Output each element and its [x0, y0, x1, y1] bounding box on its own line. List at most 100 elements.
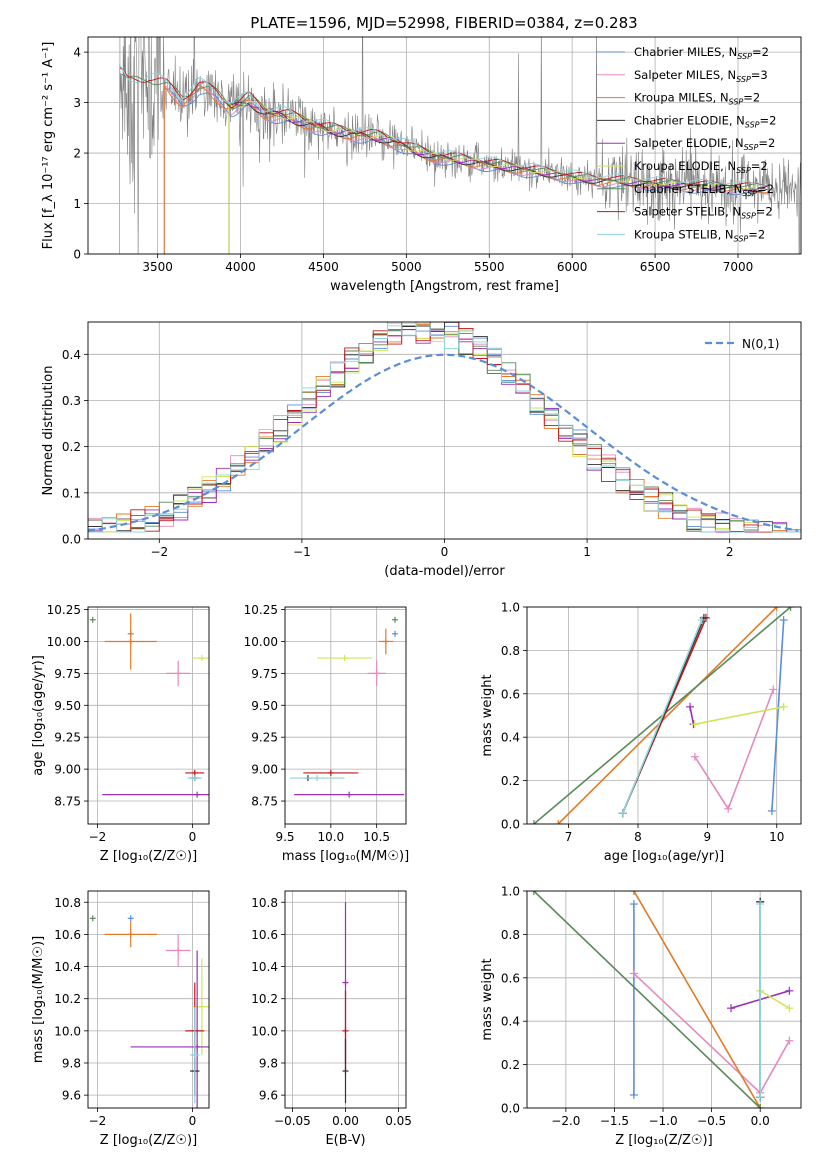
- weight-line-1: [690, 685, 778, 813]
- legend-entry-0: Chabrier MILES, NSSP=2: [634, 45, 769, 61]
- x-tick-label: 0.00: [332, 1114, 359, 1128]
- errorbar-point-4: [317, 655, 373, 662]
- y-tick-label: 0.8: [501, 928, 520, 942]
- axes-frame: [526, 606, 802, 825]
- line: [759, 990, 790, 1009]
- plot-area: [88, 322, 801, 539]
- errorbar-point-3: [367, 660, 386, 687]
- y-tick-label: 1.0: [501, 885, 520, 899]
- errorbar-point-2: [89, 616, 96, 623]
- axes-frame: [87, 890, 210, 1109]
- axes-frame: [87, 606, 210, 825]
- y-tick-label: 0.0: [501, 818, 520, 832]
- x-axis-label: (data-model)/error: [384, 564, 505, 579]
- y-tick-label: 0.1: [62, 486, 81, 500]
- legend-entry-2: Kroupa MILES, NSSP=2: [634, 91, 760, 107]
- x-axis-label: age [log₁₀(age/yr)]: [604, 849, 725, 864]
- errorbar-point-0: [392, 630, 398, 637]
- line: [771, 619, 785, 812]
- y-tick-label: 9.25: [54, 731, 81, 745]
- y-tick-label: 2: [73, 147, 81, 161]
- x-tick-label: 10.5: [363, 830, 390, 844]
- x-tick-label: 7000: [723, 260, 754, 274]
- y-tick-label: 10.2: [54, 992, 81, 1006]
- y-tick-label: 0.4: [501, 731, 520, 745]
- y-tick-label: 10.0: [251, 1024, 278, 1038]
- y-tick-label: 9.50: [251, 699, 278, 713]
- y-tick-label: 10.8: [54, 896, 81, 910]
- y-axis-label: Normed distribution: [41, 366, 56, 496]
- x-tick-label: −2.0: [551, 1114, 580, 1128]
- axes-frame: [87, 36, 802, 255]
- weight-line-8: [618, 616, 706, 818]
- x-tick-label: 0.0: [751, 1114, 770, 1128]
- y-tick-label: 1.0: [501, 601, 520, 615]
- line: [557, 607, 778, 824]
- plot-area: [527, 607, 801, 824]
- weight-line-4: [686, 702, 698, 729]
- errorbar-point-3: [165, 660, 191, 687]
- y-tick-label: 10.25: [244, 603, 278, 617]
- y-tick-label: 10.4: [54, 960, 81, 974]
- x-axis-label: Z [log₁₀(Z/Z☉)]: [100, 849, 197, 864]
- x-tick-label: 5000: [391, 260, 422, 274]
- line: [533, 891, 761, 1108]
- errorbar-point-6: [185, 769, 205, 776]
- x-tick-label: −1: [293, 545, 311, 559]
- line: [694, 689, 775, 811]
- errorbar-point-4: [192, 655, 209, 662]
- y-axis-label: age [log₁₀(age/yr)]: [31, 655, 46, 776]
- y-tick-label: 0.2: [501, 1058, 520, 1072]
- y-tick-label: 9.00: [54, 763, 81, 777]
- y-tick-label: 10.6: [54, 928, 81, 942]
- axes-frame: [87, 321, 802, 540]
- y-tick-label: 0.4: [501, 1015, 520, 1029]
- y-tick-label: 9.00: [251, 763, 278, 777]
- weight-line-3: [529, 891, 765, 1108]
- line: [633, 891, 761, 1108]
- y-tick-label: 0.6: [501, 687, 520, 701]
- y-axis-label: mass [log₁₀(M/M☉)]: [31, 936, 46, 1063]
- y-tick-label: 4: [73, 46, 81, 60]
- panel-mass_vs_Z: −2 0 9.6 9.8 10.0 10.2 10.4 10.6 10.8 Z [log₁₀(Z/…: [31, 890, 210, 1148]
- panel-weight_vs_age: 7 8 9 10 0.0 0.2 0.4 0.6 0.8 1.0 age [log₁₀(age/yr…: [480, 601, 802, 864]
- plot-area: [88, 37, 801, 254]
- panel-residuals: −2 −1 0 1 2 0.0 0.1 0.2 0.3 0.4 (data-model)/error…: [41, 321, 802, 579]
- x-tick-label: 0: [189, 830, 197, 844]
- y-tick-label: 9.25: [251, 731, 278, 745]
- errorbar-point-6: [303, 769, 359, 776]
- errorbar-point-2: [392, 616, 398, 623]
- y-tick-label: 10.00: [244, 635, 278, 649]
- y-tick-label: 10.25: [47, 603, 81, 617]
- x-tick-label: −0.05: [274, 1114, 311, 1128]
- observed-spectrum-line: [119, 37, 801, 254]
- y-tick-label: 10.4: [251, 960, 278, 974]
- legend: Chabrier MILES, NSSP=2 Salpeter MILES, NS…: [597, 45, 776, 243]
- panel-weight_vs_Z: −2.0 −1.5 −1.0 −0.5 0.0 0.0 0.2 0.4 0.6 0.8 1.0 Z […: [480, 885, 802, 1148]
- panel-age_vs_Z: −2 0 8.75 9.00 9.25 9.50 9.75 10.00 10.25 Z [log₁…: [31, 603, 210, 864]
- errorbar-point-8: [187, 775, 202, 782]
- y-axis-label: Flux [f_λ 10⁻¹⁷ erg cm⁻² s⁻¹ A⁻¹]: [41, 42, 56, 250]
- plot-area: [527, 891, 801, 1108]
- y-tick-label: 10.2: [251, 992, 278, 1006]
- panel-spectrum: 3500 4000 4500 5000 5500 6000 6500 7000 0 1 2 3 4 wav…: [41, 36, 802, 294]
- x-tick-label: 7: [565, 830, 573, 844]
- y-tick-label: 3: [73, 96, 81, 110]
- errorbar-point-2: [342, 1038, 349, 1104]
- histogram-0: [88, 322, 801, 533]
- x-tick-label: −0.5: [697, 1114, 726, 1128]
- x-tick-label: 3500: [142, 260, 173, 274]
- x-tick-label: −2: [150, 545, 168, 559]
- x-axis-label: wavelength [Angstrom, rest frame]: [330, 279, 559, 294]
- histogram-7: [88, 322, 801, 533]
- x-tick-label: −1.5: [600, 1114, 629, 1128]
- legend-entry-reference: N(0,1): [742, 337, 779, 351]
- errorbar-point-1: [378, 628, 394, 655]
- x-tick-label: 4000: [225, 260, 256, 274]
- model-line-7: [119, 66, 768, 254]
- x-tick-label: 9.5: [275, 830, 294, 844]
- y-tick-label: 10.8: [251, 896, 278, 910]
- y-tick-label: 0.0: [62, 533, 81, 547]
- plot-area: [88, 891, 209, 1108]
